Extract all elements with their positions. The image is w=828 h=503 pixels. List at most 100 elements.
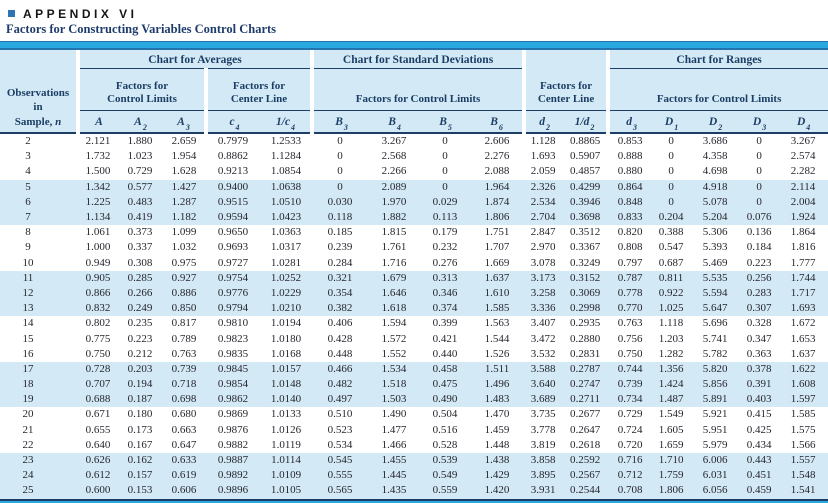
cell-D3: 0.415 (740, 407, 779, 423)
cell-d3: 0.720 (608, 437, 653, 453)
cell-A3: 0.886 (162, 285, 206, 302)
cell-D1: 0.547 (652, 240, 691, 256)
bottom-divider-bar (0, 500, 828, 503)
cell-D1: 0.204 (652, 209, 691, 226)
table-body: 2 2.121 1.880 2.659 0.7979 1.2533 0 3.267 0 2.606… (0, 133, 828, 499)
cell-B5: 0 (420, 149, 471, 165)
cell-1d2: 0.8865 (562, 133, 609, 150)
cell-1c4: 1.0168 (260, 346, 313, 362)
cell-D1: 0.687 (652, 255, 691, 271)
cell-A: 0.688 (78, 392, 118, 408)
cell-D2: 5.696 (690, 316, 741, 332)
cell-d2: 2.534 (524, 194, 563, 210)
cell-1c4: 1.0854 (260, 164, 313, 180)
cell-A3: 0.633 (162, 452, 206, 469)
cell-D1: 1.806 (652, 483, 691, 499)
cell-A: 0.905 (78, 270, 118, 286)
cell-D2: 4.698 (690, 164, 741, 180)
column-label-A2: A2 (118, 110, 162, 134)
column-label-B5: B5 (420, 110, 471, 134)
cell-c4: 0.9882 (206, 437, 260, 453)
cell-A: 0.775 (78, 331, 118, 347)
table-row-n-24: 24 0.612 0.157 0.619 0.9892 1.0109 0.555 1.445 0… (0, 468, 828, 484)
cell-D1: 0 (652, 133, 691, 150)
cell-d3: 0.853 (608, 133, 653, 150)
cell-c4: 0.9845 (206, 361, 260, 377)
cell-d3: 0.712 (608, 468, 653, 484)
cell-A3: 1.032 (162, 240, 206, 256)
cell-1c4: 1.1284 (260, 149, 313, 165)
table-row-n-10: 10 0.949 0.308 0.975 0.9727 1.0281 0.284 1.716 0… (0, 255, 828, 271)
column-label-D4: D4 (778, 110, 828, 134)
subheader-row: Factors for Control Limits Factors for C… (0, 68, 828, 111)
cell-c4: 0.9823 (206, 331, 260, 347)
cell-1c4: 1.0317 (260, 240, 313, 256)
cell-n: 9 (0, 240, 78, 256)
cell-d3: 0.744 (608, 361, 653, 377)
cell-d2: 3.819 (524, 437, 563, 453)
cell-A3: 0.739 (162, 361, 206, 377)
cell-1d2: 0.2677 (562, 407, 609, 423)
cell-B4: 1.882 (368, 209, 421, 226)
cell-B3: 0.555 (312, 468, 369, 484)
cell-d2: 3.778 (524, 422, 563, 438)
cell-n: 2 (0, 133, 78, 150)
cell-d3: 0.708 (608, 483, 653, 499)
cell-D2: 4.918 (690, 179, 741, 195)
cell-d2: 3.858 (524, 452, 563, 469)
cell-1c4: 1.0148 (260, 377, 313, 393)
cell-D1: 1.487 (652, 392, 691, 408)
cell-c4: 0.9693 (206, 240, 260, 256)
cell-A: 0.655 (78, 422, 118, 438)
cell-A3: 1.954 (162, 149, 206, 165)
cell-d3: 0.864 (608, 179, 653, 195)
table-row-n-14: 14 0.802 0.235 0.817 0.9810 1.0194 0.406 1.594 0… (0, 316, 828, 332)
cell-B3: 0 (312, 164, 369, 180)
cell-A: 0.626 (78, 452, 118, 469)
cell-D1: 1.659 (652, 437, 691, 453)
cell-n: 11 (0, 270, 78, 286)
cell-B6: 1.526 (470, 346, 525, 362)
cell-B5: 0.490 (420, 392, 471, 408)
group-chart-for-standard-deviations: Chart for Standard Deviations (310, 50, 525, 69)
column-label-d3: d3 (606, 110, 653, 134)
cell-D1: 1.282 (652, 346, 691, 362)
cell-A: 0.671 (78, 407, 118, 423)
cell-A: 1.000 (78, 240, 118, 256)
column-label-D2: D2 (690, 110, 741, 134)
cell-A3: 0.975 (162, 255, 206, 271)
subheader-ranges-control-limits: Factors for Control Limits (606, 68, 828, 111)
cell-d2: 3.931 (524, 483, 563, 499)
cell-D4: 2.004 (778, 194, 828, 210)
cell-D3: 0 (740, 179, 779, 195)
cell-B6: 1.585 (470, 301, 525, 317)
cell-D3: 0.434 (740, 437, 779, 453)
cell-D1: 1.605 (652, 422, 691, 438)
cell-B3: 0 (312, 149, 369, 165)
cell-D3: 0.136 (740, 225, 779, 241)
cell-D2: 5.393 (690, 240, 741, 256)
cell-D3: 0 (740, 194, 779, 210)
cell-B6: 2.276 (470, 149, 525, 165)
cell-D3: 0 (740, 133, 779, 150)
cell-B4: 1.815 (368, 225, 421, 241)
cell-B6: 1.874 (470, 194, 525, 210)
cell-D4: 1.864 (778, 225, 828, 241)
cell-D3: 0 (740, 149, 779, 165)
cell-n: 12 (0, 285, 78, 302)
cell-n: 4 (0, 164, 78, 180)
cell-B3: 0.382 (312, 301, 369, 317)
cell-1d2: 0.2647 (562, 422, 609, 438)
cell-A2: 1.023 (118, 149, 162, 165)
cell-A3: 0.698 (162, 392, 206, 408)
cell-D3: 0.076 (740, 209, 779, 226)
cell-n: 5 (0, 179, 78, 195)
column-label-B4: B4 (368, 110, 421, 134)
cell-A: 0.707 (78, 377, 118, 393)
cell-d2: 1.693 (524, 149, 563, 165)
cell-n: 22 (0, 437, 78, 453)
cell-D4: 1.608 (778, 377, 828, 393)
cell-B4: 1.618 (368, 301, 421, 317)
cell-n: 10 (0, 255, 78, 271)
cell-B4: 1.572 (368, 331, 421, 347)
